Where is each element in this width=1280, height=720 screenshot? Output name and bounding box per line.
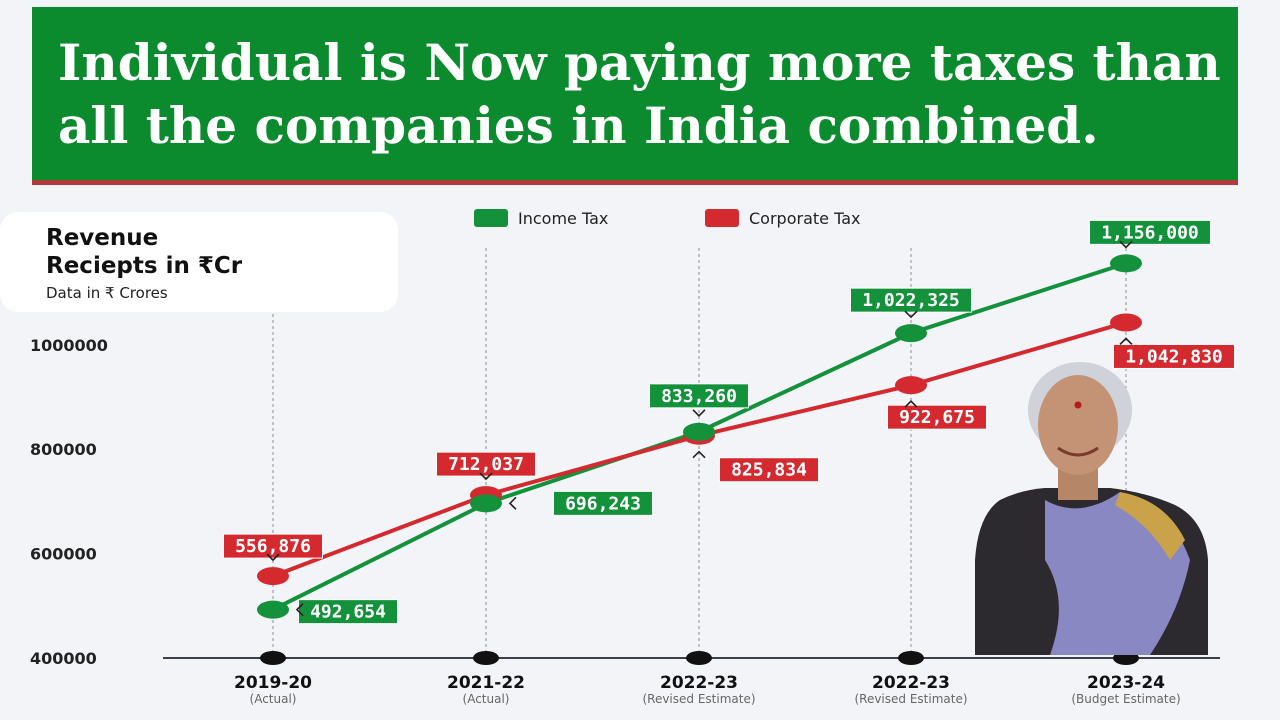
- legend-label: Income Tax: [518, 209, 608, 228]
- data-label-pointer: [266, 553, 280, 562]
- banner-title: Individual is Now paying more taxes than…: [58, 33, 1221, 155]
- x-axis-marker: [260, 651, 286, 665]
- title-card: Revenue Reciepts in ₹Cr Data in ₹ Crores: [0, 212, 398, 312]
- data-label-box: [553, 490, 653, 516]
- data-label-box: [298, 599, 398, 625]
- legend-swatch: [705, 209, 739, 227]
- data-label: 696,243: [565, 493, 641, 514]
- portrait-saree-border: [1115, 492, 1185, 560]
- data-point: [683, 422, 715, 441]
- data-point: [257, 567, 289, 586]
- y-tick-label: 1000000: [30, 336, 108, 355]
- data-label: 712,037: [448, 454, 524, 475]
- portrait-smile: [1057, 446, 1099, 457]
- legend-label: Corporate Tax: [749, 209, 860, 228]
- data-point: [1110, 254, 1142, 273]
- data-label-pointer: [295, 603, 304, 617]
- data-label-box: [436, 451, 536, 477]
- chart-subtitle: Data in ₹ Crores: [46, 284, 168, 302]
- portrait-bindi: [1074, 401, 1082, 409]
- legend-swatch: [474, 209, 508, 227]
- data-label-box: [887, 404, 987, 430]
- x-tick-note: (Revised Estimate): [642, 692, 755, 706]
- y-tick-label: 600000: [30, 545, 97, 564]
- data-label: 1,042,830: [1125, 346, 1223, 367]
- data-label-box: [223, 533, 323, 559]
- data-label: 833,260: [661, 386, 737, 407]
- data-labels: 492,654 696,243 833,260 1,022,325 1,156,000 5…: [223, 219, 1235, 625]
- x-axis-marker: [473, 651, 499, 665]
- data-point: [257, 600, 289, 619]
- x-axis-marker: [898, 651, 924, 665]
- data-label-pointer: [904, 310, 918, 319]
- data-label-pointer: [1119, 240, 1133, 249]
- data-label: 825,834: [731, 460, 807, 481]
- data-label: 922,675: [899, 407, 975, 428]
- data-point: [895, 324, 927, 343]
- data-label-pointer: [479, 472, 493, 481]
- x-tick-label: 2022-23: [872, 673, 950, 693]
- x-tick-label: 2021-22: [447, 673, 525, 693]
- data-point: [895, 376, 927, 395]
- x-tick-label: 2022-23: [660, 673, 738, 693]
- x-tick-label: 2019-20: [234, 673, 312, 693]
- data-label-box: [649, 383, 749, 409]
- data-label-pointer: [508, 496, 517, 510]
- x-tick-note: (Actual): [250, 692, 297, 706]
- data-point: [1110, 313, 1142, 332]
- y-tick-label: 400000: [30, 649, 97, 668]
- data-label-box: [1113, 343, 1235, 369]
- data-label: 1,156,000: [1101, 222, 1199, 243]
- data-label-box: [850, 287, 972, 313]
- data-point: [470, 494, 502, 513]
- axes: 40000060000080000010000002019-20(Actual)…: [30, 336, 1220, 706]
- x-tick-note: (Actual): [463, 692, 510, 706]
- chart-title-line1: Revenue: [46, 225, 158, 251]
- data-label: 556,876: [235, 536, 311, 557]
- data-label-box: [1089, 219, 1211, 245]
- data-label: 1,022,325: [862, 290, 960, 311]
- data-label-box: [719, 457, 819, 483]
- y-tick-label: 800000: [30, 440, 97, 459]
- data-label-pointer: [692, 450, 706, 459]
- x-tick-label: 2023-24: [1087, 673, 1165, 693]
- x-tick-note: (Revised Estimate): [854, 692, 967, 706]
- legend: Income Tax Corporate Tax: [474, 209, 860, 228]
- data-label-pointer: [1119, 337, 1133, 346]
- x-axis-marker: [686, 651, 712, 665]
- series-points: [257, 254, 1142, 619]
- data-label: 492,654: [310, 602, 386, 623]
- data-label-pointer: [692, 409, 706, 417]
- data-label-pointer: [904, 400, 918, 408]
- portrait-figure: [975, 362, 1208, 655]
- title-card-bg: [0, 212, 398, 312]
- title-banner: Individual is Now paying more taxes than…: [32, 7, 1238, 185]
- chart-title-line2: Reciepts in ₹Cr: [46, 253, 243, 279]
- portrait-face: [1038, 375, 1118, 475]
- x-tick-note: (Budget Estimate): [1071, 692, 1180, 706]
